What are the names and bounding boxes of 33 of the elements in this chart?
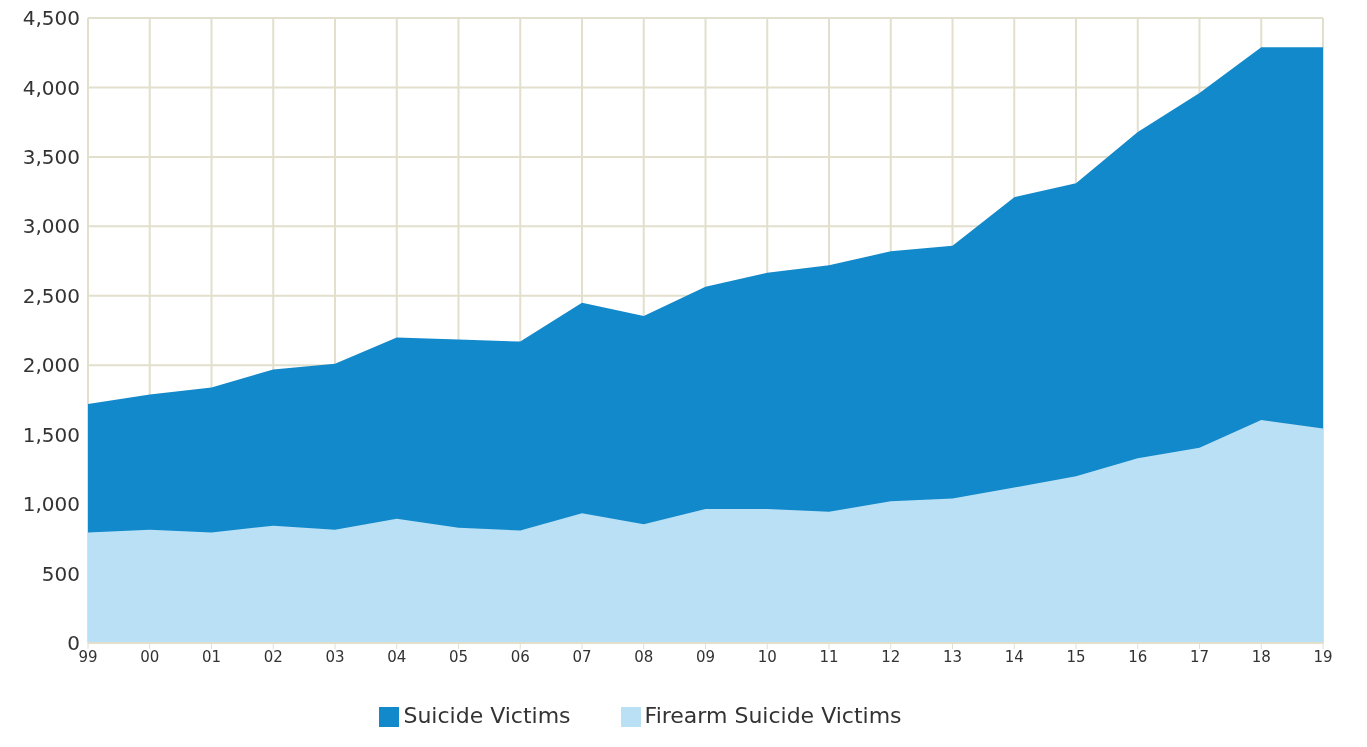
y-tick-label: 4,500	[22, 6, 80, 31]
x-tick-label: 07	[572, 647, 592, 666]
y-tick-label: 1,500	[22, 422, 80, 447]
x-tick-label: 16	[1128, 647, 1148, 666]
y-tick-label: 3,500	[22, 144, 80, 169]
x-tick-label: 10	[757, 647, 777, 666]
x-tick-label: 00	[140, 647, 160, 666]
x-tick-label: 19	[1313, 647, 1333, 666]
x-tick-label: 09	[695, 647, 716, 666]
x-tick-label: 04	[387, 647, 407, 666]
y-tick-label: 4,000	[22, 75, 80, 100]
x-tick-label: 17	[1189, 647, 1210, 666]
x-tick-label: 08	[634, 647, 654, 666]
y-tick-label: 0	[67, 631, 80, 656]
x-tick-label: 06	[510, 647, 530, 666]
x-tick-label: 14	[1004, 647, 1024, 666]
y-tick-label: 3,000	[22, 214, 80, 239]
x-tick-label: 05	[448, 647, 469, 666]
x-tick-label: 12	[881, 647, 901, 666]
y-tick-label: 2,000	[22, 353, 80, 378]
y-tick-label: 2,500	[22, 283, 80, 308]
x-tick-label: 99	[78, 647, 98, 666]
x-tick-label: 15	[1066, 647, 1086, 666]
legend-label: Firearm Suicide Victims	[644, 703, 902, 728]
x-tick-label: 18	[1251, 647, 1271, 666]
x-tick-label: 02	[263, 647, 283, 666]
x-tick-label: 13	[942, 647, 963, 666]
y-tick-label: 1,000	[22, 492, 80, 517]
x-tick-label: 01	[201, 647, 222, 666]
x-tick-label: 03	[325, 647, 345, 666]
x-tick-label: 11	[819, 647, 839, 666]
legend-label: Suicide Victims	[403, 703, 571, 728]
y-tick-label: 500	[41, 561, 80, 586]
